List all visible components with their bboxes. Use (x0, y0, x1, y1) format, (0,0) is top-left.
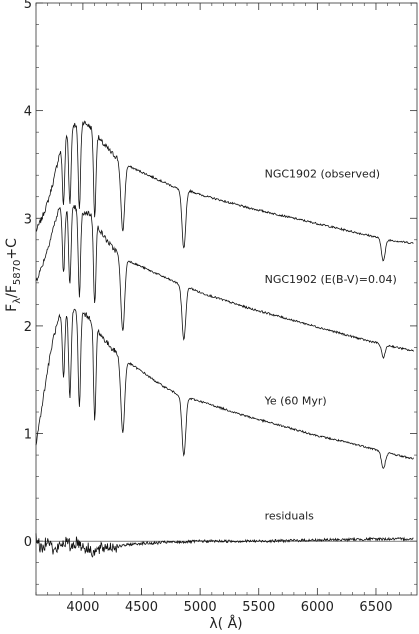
series-label-1: NGC1902 (E(B-V)=0.04) (265, 273, 397, 286)
series-line-1 (35, 205, 414, 359)
y-axis-label-f: F (4, 304, 20, 312)
series-label-2: Ye (60 Myr) (264, 394, 327, 407)
y-tick-label: 4 (24, 105, 32, 120)
y-axis-label-div: /F (4, 285, 20, 298)
y-axis-label-plus-c: +C (4, 238, 20, 260)
series-line-0 (35, 120, 414, 262)
x-axis-label: λ( Å) (209, 615, 242, 632)
y-axis-label: Fλ/F5870+C (4, 238, 23, 312)
series-label-0: NGC1902 (observed) (265, 167, 381, 180)
svg-text:Fλ/F5870+C: Fλ/F5870+C (4, 238, 23, 312)
x-tick-label: 4000 (66, 600, 99, 615)
x-tick-label: 6000 (301, 600, 334, 615)
x-tick-label: 5500 (242, 600, 275, 615)
y-tick-label: 3 (24, 212, 32, 227)
series-label-3: residuals (265, 510, 315, 523)
series-labels: NGC1902 (observed) NGC1902 (E(B-V)=0.04) Y… (264, 167, 397, 522)
y-axis-label-5870: 5870 (12, 260, 23, 285)
y-tick-label: 2 (24, 320, 32, 335)
x-tick-label: 4500 (125, 600, 158, 615)
plot-frame (35, 2, 418, 596)
y-tick-label: 5 (24, 0, 32, 12)
series-line-2 (35, 308, 414, 469)
y-tick-label: 0 (24, 535, 32, 550)
y-tick-label: 1 (24, 428, 32, 443)
axis-ticks: 4000 4500 5000 5500 6000 6500 0 1 2 3 4 5 (24, 0, 417, 615)
series-line-3 (35, 533, 414, 558)
y-axis-label-lambda: λ (12, 298, 23, 304)
x-tick-label: 5000 (184, 600, 217, 615)
x-tick-label: 6500 (359, 600, 392, 615)
series-group (35, 120, 414, 558)
